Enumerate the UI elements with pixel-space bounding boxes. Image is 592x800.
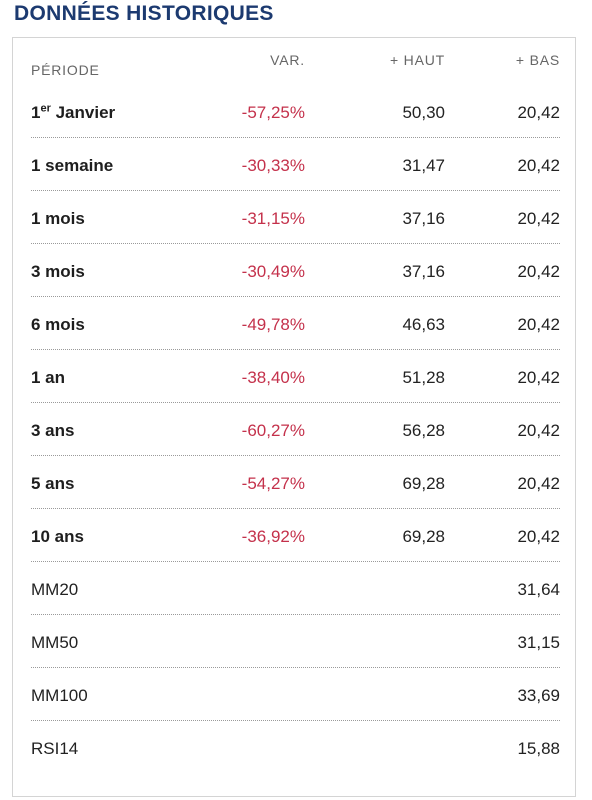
variation-value: -38,40% [241, 368, 305, 387]
variation-value: -60,27% [241, 421, 305, 440]
variation-value: -30,49% [241, 262, 305, 281]
variation-value: -36,92% [241, 527, 305, 546]
indicator-label: MM50 [31, 633, 79, 652]
variation-value: -49,78% [241, 315, 305, 334]
low-value: 20,42 [517, 103, 560, 122]
header-bas: + BAS [515, 52, 560, 68]
header-periode: PÉRIODE [31, 62, 100, 78]
header-var: VAR. [270, 52, 305, 68]
indicator-row: MM50 31,15 [31, 615, 560, 668]
low-value: 20,42 [517, 527, 560, 546]
table-row: 1 mois -31,15% 37,16 20,42 [31, 191, 560, 244]
historical-data-panel: PÉRIODE VAR. + HAUT + BAS 1er Janvier -5… [12, 37, 576, 797]
table-row: 3 mois -30,49% 37,16 20,42 [31, 244, 560, 297]
table-row: 6 mois -49,78% 46,63 20,42 [31, 297, 560, 350]
high-value: 56,28 [402, 421, 445, 440]
variation-value: -54,27% [241, 474, 305, 493]
variation-value: -31,15% [241, 209, 305, 228]
period-label: 1er Janvier [31, 102, 116, 122]
table-row: 5 ans -54,27% 69,28 20,42 [31, 456, 560, 509]
indicator-label: MM20 [31, 580, 79, 599]
indicator-value: 33,69 [517, 686, 560, 705]
header-haut: + HAUT [390, 52, 445, 68]
table-row: 3 ans -60,27% 56,28 20,42 [31, 403, 560, 456]
variation-value: -30,33% [241, 156, 305, 175]
period-label: 5 ans [31, 474, 75, 493]
indicator-value: 31,64 [517, 580, 560, 599]
low-value: 20,42 [517, 262, 560, 281]
high-value: 50,30 [402, 103, 445, 122]
period-label: 1 semaine [31, 156, 114, 175]
low-value: 20,42 [517, 474, 560, 493]
period-label: 1 an [31, 368, 66, 387]
high-value: 46,63 [402, 315, 445, 334]
low-value: 20,42 [517, 421, 560, 440]
high-value: 31,47 [402, 156, 445, 175]
indicator-row: MM20 31,64 [31, 562, 560, 615]
high-value: 69,28 [402, 474, 445, 493]
period-label: 3 mois [31, 262, 85, 281]
low-value: 20,42 [517, 315, 560, 334]
table-body: 1er Janvier -57,25% 50,30 20,42 1 semain… [31, 85, 560, 774]
table-row: 1er Janvier -57,25% 50,30 20,42 [31, 85, 560, 138]
indicator-label: MM100 [31, 686, 88, 705]
indicator-row: RSI14 15,88 [31, 721, 560, 774]
variation-value: -57,25% [241, 103, 305, 122]
period-label: 10 ans [31, 527, 84, 546]
indicator-row: MM100 33,69 [31, 668, 560, 721]
section-title: DONNÉES HISTORIQUES [14, 2, 274, 25]
table-header: PÉRIODE VAR. + HAUT + BAS [31, 52, 560, 82]
table-row: 10 ans -36,92% 69,28 20,42 [31, 509, 560, 562]
table-row: 1 an -38,40% 51,28 20,42 [31, 350, 560, 403]
period-label: 3 ans [31, 421, 75, 440]
high-value: 51,28 [402, 368, 445, 387]
indicator-label: RSI14 [31, 739, 79, 758]
period-label: 1 mois [31, 209, 85, 228]
low-value: 20,42 [517, 209, 560, 228]
high-value: 37,16 [402, 262, 445, 281]
high-value: 37,16 [402, 209, 445, 228]
high-value: 69,28 [402, 527, 445, 546]
period-label: 6 mois [31, 315, 85, 334]
table-row: 1 semaine -30,33% 31,47 20,42 [31, 138, 560, 191]
low-value: 20,42 [517, 156, 560, 175]
low-value: 20,42 [517, 368, 560, 387]
indicator-value: 15,88 [517, 739, 560, 758]
indicator-value: 31,15 [517, 633, 560, 652]
